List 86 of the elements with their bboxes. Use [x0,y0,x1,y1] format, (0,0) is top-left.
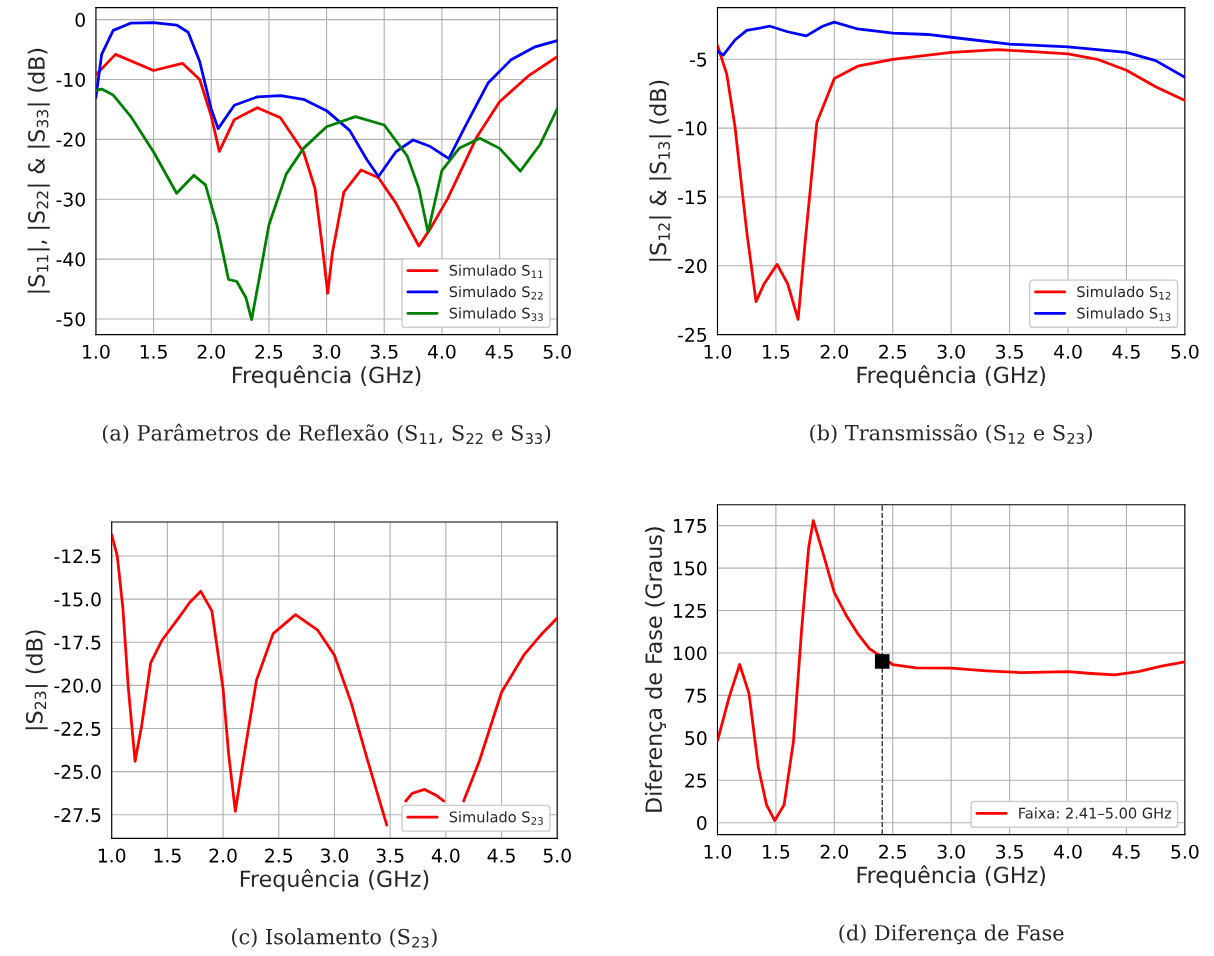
y-tick-label: -50 [56,312,85,327]
x-tick-label: 2.0 [820,344,848,359]
y-tick-label: -40 [56,252,85,267]
y-axis-title: Diferença de Fase (Graus) [644,527,667,812]
x-tick-label: 2.5 [879,844,907,859]
y-tick-label: -5 [689,52,707,67]
y-tick-label: -10 [56,72,85,87]
y-tick-label: 150 [674,561,707,576]
y-tick-label: -30 [56,192,85,207]
y-tick-label: -27.5 [54,807,101,823]
x-tick-label: 4.5 [1112,844,1140,859]
x-tick-label: 5.0 [543,848,571,863]
y-tick-label: 50 [685,731,707,746]
x-tick-label: 2.5 [265,848,293,863]
y-tick-label: 75 [685,688,707,703]
y-tick-label: -25.0 [54,764,101,780]
line-series [717,519,1185,822]
x-tick-label: 1.0 [704,844,732,859]
y-tick-label: -10 [678,121,707,136]
line-series [717,20,1185,79]
y-tick-label: -12.5 [54,549,101,564]
legend-label: Simulado S$_{23}$ [449,811,543,825]
x-tick-label: 3.5 [370,344,398,359]
y-tick-label: -17.5 [54,635,101,650]
y-tick-label: 0 [75,12,85,28]
y-tick-label: 175 [674,519,707,534]
x-tick-label: 4.0 [1054,344,1082,359]
x-tick-label: 2.5 [255,344,283,359]
x-tick-label: 1.5 [763,344,790,359]
x-tick-label: 2.5 [879,344,907,359]
y-tick-label: -20 [56,132,85,147]
legend-label: Simulado S$_{12}$ [1077,285,1171,300]
x-tick-label: 1.0 [98,848,126,863]
x-axis-title: Frequência (GHz) [857,365,1045,388]
text: (c) Isolamento (S$_{23}$) [232,928,437,948]
y-tick-label: 0 [697,815,707,831]
legend-label: Faixa: 2.41–5.00 GHz [1019,807,1172,819]
legend-label: Simulado S$_{13}$ [1077,307,1171,321]
x-tick-label: 4.5 [485,344,513,359]
y-tick-label: 100 [674,646,707,661]
x-axis-title: Frequência (GHz) [857,865,1045,888]
text: (d) Diferença de Fase [839,924,1064,945]
y-tick-label: 125 [674,603,707,618]
x-tick-label: 1.5 [763,844,790,859]
x-tick-label: 4.0 [431,848,460,863]
text: (b) Transmissão (S$_{12}$ e S$_{23}$) [810,424,1092,444]
x-tick-label: 2.0 [209,848,237,863]
y-axis-title: |S$_{12}$| & |S$_{13}$| (dB) [649,80,672,261]
legend-label: Simulado S$_{11}$ [449,264,543,279]
x-tick-label: 5.0 [1171,844,1199,859]
x-axis-title: Frequência (GHz) [233,365,421,388]
legend-label: Simulado S$_{22}$ [449,285,543,300]
x-tick-label: 5.0 [543,344,571,359]
x-tick-label: 4.5 [487,848,515,863]
line-series [717,44,1185,321]
y-tick-label: -15 [678,190,707,205]
x-tick-label: 3.5 [996,844,1023,859]
y-axis-title: |S$_{11}$|, |S$_{22}$| & |S$_{33}$| (dB) [27,48,50,293]
y-tick-label: -22.5 [54,721,101,736]
x-tick-label: 5.0 [1171,344,1199,359]
legend-label: Simulado S$_{33}$ [449,307,543,321]
x-tick-label: 1.5 [154,848,181,863]
y-tick-label: 25 [685,773,707,788]
x-tick-label: 1.0 [704,344,732,359]
x-tick-label: 1.0 [83,344,110,359]
x-tick-label: 3.5 [996,344,1023,359]
line-series [95,21,558,178]
y-tick-label: -20.0 [54,678,101,693]
x-axis-title: Frequência (GHz) [240,869,429,892]
x-tick-label: 3.5 [376,848,404,863]
x-tick-label: 3.0 [320,848,349,863]
x-tick-label: 4.0 [1054,844,1082,859]
line-series [95,87,558,322]
x-tick-label: 3.0 [937,344,965,359]
y-tick-label: -15.0 [54,592,101,607]
text: (a) Parâmetros de Reflexão (S$_{11}$, S$_{22}$ e S$_{33}$) [102,423,551,445]
x-tick-label: 2.0 [197,344,225,359]
x-tick-label: 4.5 [1112,344,1140,359]
x-tick-label: 3.0 [937,844,965,859]
y-tick-label: -25 [678,327,707,342]
y-axis-title: |S$_{23}$| (dB) [25,630,48,730]
x-tick-label: 4.0 [427,344,456,359]
x-tick-label: 2.0 [820,844,848,859]
y-tick-label: -20 [678,258,707,274]
x-tick-label: 1.5 [140,344,167,359]
x-tick-label: 3.0 [313,344,341,359]
